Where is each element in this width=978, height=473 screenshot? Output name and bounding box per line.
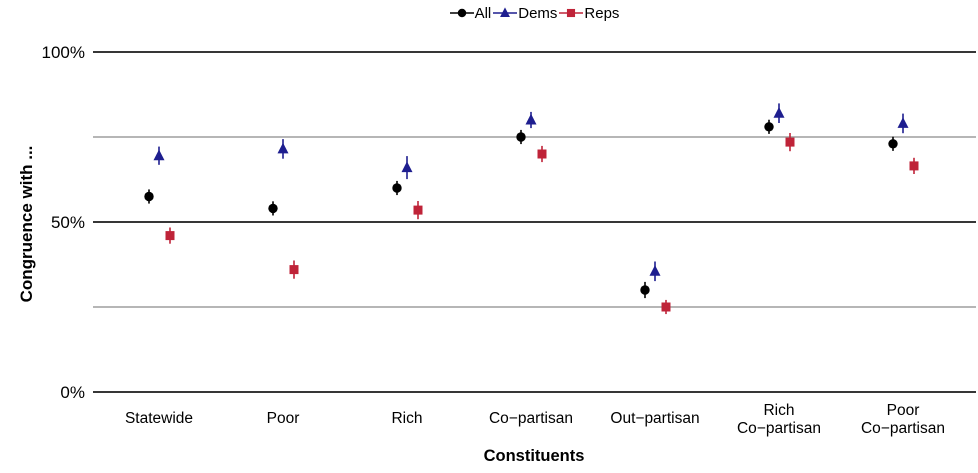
marker-dems-2	[401, 161, 413, 173]
x-category-label-6: Co−partisan	[861, 420, 945, 437]
y-tick-label-100: 100%	[42, 43, 85, 62]
marker-all-6	[888, 139, 898, 149]
marker-reps-1	[289, 265, 299, 275]
y-tick-label-50: 50%	[51, 213, 85, 232]
legend-label-dems: Dems	[518, 4, 558, 22]
marker-reps-3	[537, 149, 547, 159]
x-category-label-0: Statewide	[125, 410, 193, 427]
marker-dems-4	[649, 265, 661, 276]
legend-item-dems: Dems	[493, 5, 557, 22]
marker-all-5	[764, 122, 774, 132]
x-category-label-5: Rich	[763, 402, 794, 419]
series-dems	[153, 103, 909, 282]
legend-item-reps: Reps	[559, 5, 619, 22]
marker-reps-4	[661, 302, 671, 312]
marker-all-0	[144, 191, 154, 202]
x-category-label-3: Co−partisan	[489, 410, 573, 427]
marker-reps-6	[909, 161, 919, 171]
legend-marker-reps	[567, 8, 576, 18]
legend-label-reps: Reps	[584, 4, 620, 22]
marker-all-3	[516, 132, 526, 142]
y-tick-label-0: 0%	[60, 383, 85, 402]
legend-marker-dems	[500, 7, 511, 18]
marker-reps-2	[413, 205, 423, 215]
marker-dems-3	[525, 113, 537, 125]
x-axis-title: Constituents	[483, 447, 585, 465]
chart-legend: All Dems Reps	[93, 2, 976, 24]
marker-reps-5	[785, 137, 795, 147]
marker-all-4	[640, 285, 650, 295]
x-category-label-2: Rich	[391, 410, 422, 427]
marker-reps-0	[165, 231, 175, 241]
legend-label-all: All	[474, 4, 492, 22]
marker-dems-1	[277, 142, 289, 154]
marker-all-1	[268, 203, 278, 214]
x-category-label-5: Co−partisan	[737, 420, 821, 437]
x-category-label-6: Poor	[887, 402, 920, 419]
series-all	[144, 119, 898, 299]
legend-marker-all	[457, 8, 466, 18]
legend-triangle-icon	[493, 7, 518, 18]
series-reps	[165, 132, 919, 315]
marker-dems-5	[773, 107, 785, 118]
marker-all-2	[392, 183, 402, 193]
legend-item-all: All	[449, 4, 492, 22]
legend-circle-icon	[449, 8, 474, 18]
marker-dems-0	[153, 149, 165, 161]
x-category-label-4: Out−partisan	[610, 410, 699, 427]
legend-square-icon	[559, 8, 584, 18]
marker-dems-6	[897, 117, 909, 128]
x-category-label-1: Poor	[267, 410, 300, 427]
